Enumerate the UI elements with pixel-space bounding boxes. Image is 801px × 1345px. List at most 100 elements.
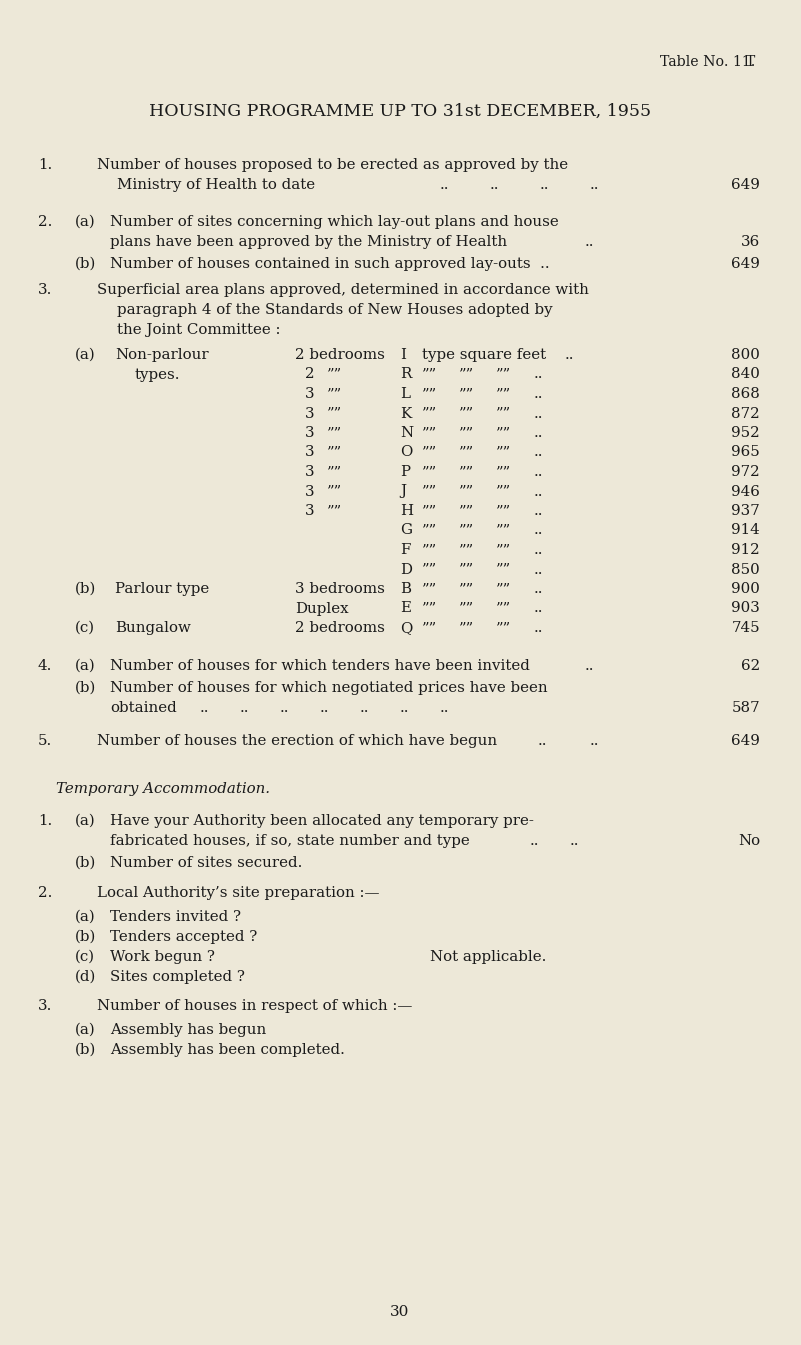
Text: Number of houses the erection of which have begun: Number of houses the erection of which h… xyxy=(97,734,497,748)
Text: ””: ”” xyxy=(459,465,474,479)
Text: 1.: 1. xyxy=(38,814,52,829)
Text: ””: ”” xyxy=(496,621,511,635)
Text: 868: 868 xyxy=(731,387,760,401)
Text: H: H xyxy=(400,504,413,518)
Text: type square feet: type square feet xyxy=(422,348,546,362)
Text: plans have been approved by the Ministry of Health: plans have been approved by the Ministry… xyxy=(110,235,507,249)
Text: Q: Q xyxy=(400,621,413,635)
Text: fabricated houses, if so, state number and type: fabricated houses, if so, state number a… xyxy=(110,834,469,847)
Text: (a): (a) xyxy=(75,911,95,924)
Text: 3: 3 xyxy=(305,484,315,499)
Text: ””: ”” xyxy=(422,562,437,577)
Text: E: E xyxy=(400,601,411,616)
Text: ..: .. xyxy=(240,701,249,716)
Text: 946: 946 xyxy=(731,484,760,499)
Text: 745: 745 xyxy=(731,621,760,635)
Text: ””: ”” xyxy=(422,601,437,616)
Text: 872: 872 xyxy=(731,406,760,421)
Text: Number of houses proposed to be erected as approved by the: Number of houses proposed to be erected … xyxy=(97,157,568,172)
Text: 3: 3 xyxy=(305,445,315,460)
Text: ..: .. xyxy=(534,484,544,499)
Text: ..: .. xyxy=(534,367,544,382)
Text: ..: .. xyxy=(534,601,544,616)
Text: ””: ”” xyxy=(496,543,511,557)
Text: Parlour type: Parlour type xyxy=(115,582,209,596)
Text: ..: .. xyxy=(534,445,544,460)
Text: 62: 62 xyxy=(741,659,760,672)
Text: Superficial area plans approved, determined in accordance with: Superficial area plans approved, determi… xyxy=(97,282,589,297)
Text: ””: ”” xyxy=(496,504,511,518)
Text: ””: ”” xyxy=(459,367,474,382)
Text: ..: .. xyxy=(534,504,544,518)
Text: L: L xyxy=(400,387,410,401)
Text: ””: ”” xyxy=(496,582,511,596)
Text: ..: .. xyxy=(540,178,549,192)
Text: Local Authority’s site preparation :—: Local Authority’s site preparation :— xyxy=(97,886,380,900)
Text: ””: ”” xyxy=(422,465,437,479)
Text: (a): (a) xyxy=(75,814,95,829)
Text: ..: .. xyxy=(534,562,544,577)
Text: 3: 3 xyxy=(305,504,315,518)
Text: (a): (a) xyxy=(75,215,95,229)
Text: ””: ”” xyxy=(327,484,342,499)
Text: 649: 649 xyxy=(731,734,760,748)
Text: ””: ”” xyxy=(459,445,474,460)
Text: Duplex: Duplex xyxy=(295,601,348,616)
Text: ””: ”” xyxy=(459,543,474,557)
Text: ””: ”” xyxy=(422,367,437,382)
Text: 912: 912 xyxy=(731,543,760,557)
Text: 800: 800 xyxy=(731,348,760,362)
Text: 840: 840 xyxy=(731,367,760,382)
Text: No: No xyxy=(738,834,760,847)
Text: ””: ”” xyxy=(496,367,511,382)
Text: ””: ”” xyxy=(459,387,474,401)
Text: ..: .. xyxy=(534,582,544,596)
Text: ””: ”” xyxy=(459,562,474,577)
Text: Tenders invited ?: Tenders invited ? xyxy=(110,911,241,924)
Text: 3: 3 xyxy=(305,406,315,421)
Text: (c): (c) xyxy=(75,621,95,635)
Text: Number of houses for which tenders have been invited: Number of houses for which tenders have … xyxy=(110,659,530,672)
Text: ””: ”” xyxy=(327,504,342,518)
Text: ..: .. xyxy=(200,701,210,716)
Text: ””: ”” xyxy=(459,523,474,538)
Text: ..: .. xyxy=(570,834,579,847)
Text: ””: ”” xyxy=(327,367,342,382)
Text: ..: .. xyxy=(590,734,599,748)
Text: ..: .. xyxy=(534,406,544,421)
Text: ””: ”” xyxy=(422,543,437,557)
Text: 952: 952 xyxy=(731,426,760,440)
Text: ..: .. xyxy=(534,465,544,479)
Text: 649: 649 xyxy=(731,178,760,192)
Text: Not applicable.: Not applicable. xyxy=(430,950,546,964)
Text: ..: .. xyxy=(534,387,544,401)
Text: 3: 3 xyxy=(305,465,315,479)
Text: ””: ”” xyxy=(459,484,474,499)
Text: (b): (b) xyxy=(75,681,96,695)
Text: ..: .. xyxy=(360,701,369,716)
Text: ””: ”” xyxy=(422,621,437,635)
Text: ””: ”” xyxy=(422,523,437,538)
Text: 3: 3 xyxy=(305,426,315,440)
Text: Number of houses in respect of which :—: Number of houses in respect of which :— xyxy=(97,999,413,1013)
Text: ””: ”” xyxy=(496,387,511,401)
Text: ..: .. xyxy=(530,834,540,847)
Text: P: P xyxy=(400,465,410,479)
Text: I: I xyxy=(400,348,406,362)
Text: 587: 587 xyxy=(731,701,760,716)
Text: O: O xyxy=(400,445,413,460)
Text: D: D xyxy=(400,562,412,577)
Text: ””: ”” xyxy=(422,445,437,460)
Text: (a): (a) xyxy=(75,1024,95,1037)
Text: 2.: 2. xyxy=(38,886,52,900)
Text: 850: 850 xyxy=(731,562,760,577)
Text: (d): (d) xyxy=(75,970,96,985)
Text: 1.: 1. xyxy=(38,157,52,172)
Text: J: J xyxy=(400,484,406,499)
Text: ..: .. xyxy=(440,701,449,716)
Text: ””: ”” xyxy=(496,601,511,616)
Text: T: T xyxy=(746,55,755,69)
Text: ..: .. xyxy=(590,178,599,192)
Text: Table No. 11.: Table No. 11. xyxy=(660,55,755,69)
Text: ””: ”” xyxy=(327,465,342,479)
